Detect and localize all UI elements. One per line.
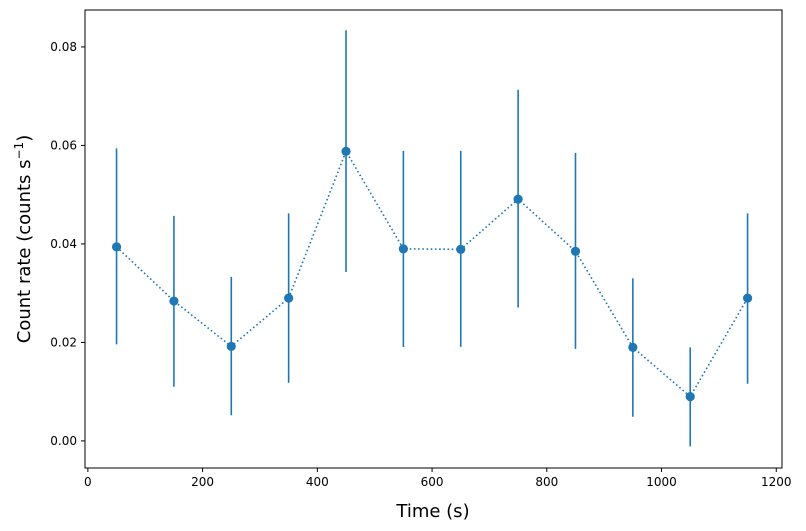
x-tick-label: 600: [421, 475, 444, 489]
data-point: [341, 146, 351, 156]
data-point: [169, 296, 179, 306]
y-axis-label-end: ): [14, 135, 35, 142]
y-axis-label-main: Count rate (counts s: [14, 159, 35, 343]
data-point: [628, 342, 638, 352]
x-axis-ticks: 0 200 400 600 800 1000 1200: [84, 468, 792, 489]
x-tick-label: 200: [191, 475, 214, 489]
series-layer: [111, 30, 753, 447]
x-tick-label: 1000: [646, 475, 677, 489]
y-axis-label: Count rate (counts s−1): [12, 135, 35, 343]
plot-area: [85, 10, 782, 468]
data-point: [685, 391, 695, 402]
data-point: [456, 244, 466, 254]
data-point: [398, 244, 408, 254]
plot-frame: [84, 9, 783, 469]
x-tick-label: 400: [306, 475, 329, 489]
x-tick-label: 800: [535, 475, 558, 489]
data-point: [570, 246, 581, 256]
y-tick-label: 0.00: [50, 434, 77, 448]
series-line: [116, 149, 749, 398]
y-tick-label: 0.06: [50, 138, 77, 152]
x-tick-label: 0: [84, 475, 92, 489]
y-axis-ticks: 0.00 0.02 0.04 0.06 0.08: [50, 40, 85, 448]
x-axis-label: Time (s): [395, 501, 469, 522]
y-tick-label: 0.08: [50, 40, 77, 54]
y-tick-label: 0.02: [50, 335, 77, 349]
data-point: [513, 194, 523, 204]
data-point: [284, 293, 294, 303]
y-axis-label-superscript: −1: [12, 142, 26, 160]
data-point: [226, 341, 236, 351]
y-tick-label: 0.04: [50, 237, 77, 251]
data-point: [742, 293, 753, 303]
x-tick-label: 1200: [761, 475, 792, 489]
data-point: [111, 242, 122, 252]
